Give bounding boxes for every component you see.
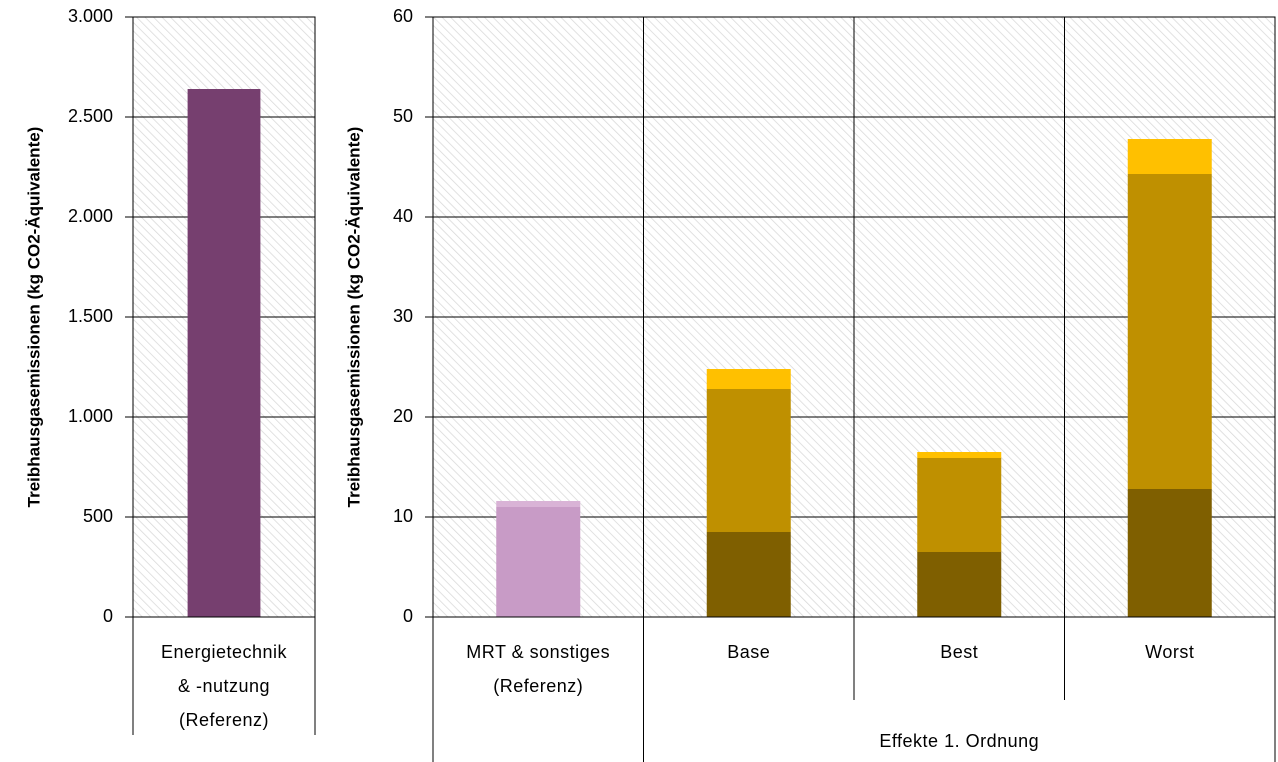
bar-segment [706, 369, 791, 389]
y-tick-label: 1.500 [68, 306, 113, 326]
bar-segment [706, 389, 791, 532]
x-tick-label: Energietechnik & -nutzung (Referenz) [160, 642, 288, 730]
y-tick-label: 2.500 [68, 106, 113, 126]
bar [187, 89, 261, 617]
bar-segment [1127, 139, 1212, 174]
y-tick-label: 1.000 [68, 406, 113, 426]
y-tick-label: 0 [403, 606, 413, 626]
x-tick-label: MRT & sonstiges (Referenz) [466, 642, 611, 696]
y-tick-label: 2.000 [68, 206, 113, 226]
y-tick-label: 60 [393, 6, 413, 26]
x-tick-label: Best [940, 642, 979, 662]
group-label: Effekte 1. Ordnung [879, 731, 1039, 751]
bar-segment [496, 507, 581, 617]
y-tick-label: 20 [393, 406, 413, 426]
bar-segment [1127, 489, 1212, 617]
y-tick-label: 10 [393, 506, 413, 526]
bar-segment [917, 552, 1002, 617]
y-tick-label: 50 [393, 106, 413, 126]
x-tick-label: Worst [1145, 642, 1195, 662]
bar-segment [706, 532, 791, 617]
x-tick-label: Base [727, 642, 771, 662]
y-axis-label: Treibhausgasemissionen (kg CO2-Äquivalen… [344, 127, 363, 508]
y-axis-label: Treibhausgasemissionen (kg CO2-Äquivalen… [24, 127, 43, 508]
bar-segment [917, 452, 1002, 458]
bar-segment [917, 458, 1002, 552]
plot-frame [132, 16, 316, 618]
bar-segment [496, 501, 581, 507]
y-tick-label: 40 [393, 206, 413, 226]
y-tick-label: 500 [83, 506, 113, 526]
y-tick-label: 30 [393, 306, 413, 326]
y-tick-label: 0 [103, 606, 113, 626]
bar-segment [1127, 174, 1212, 489]
y-tick-label: 3.000 [68, 6, 113, 26]
